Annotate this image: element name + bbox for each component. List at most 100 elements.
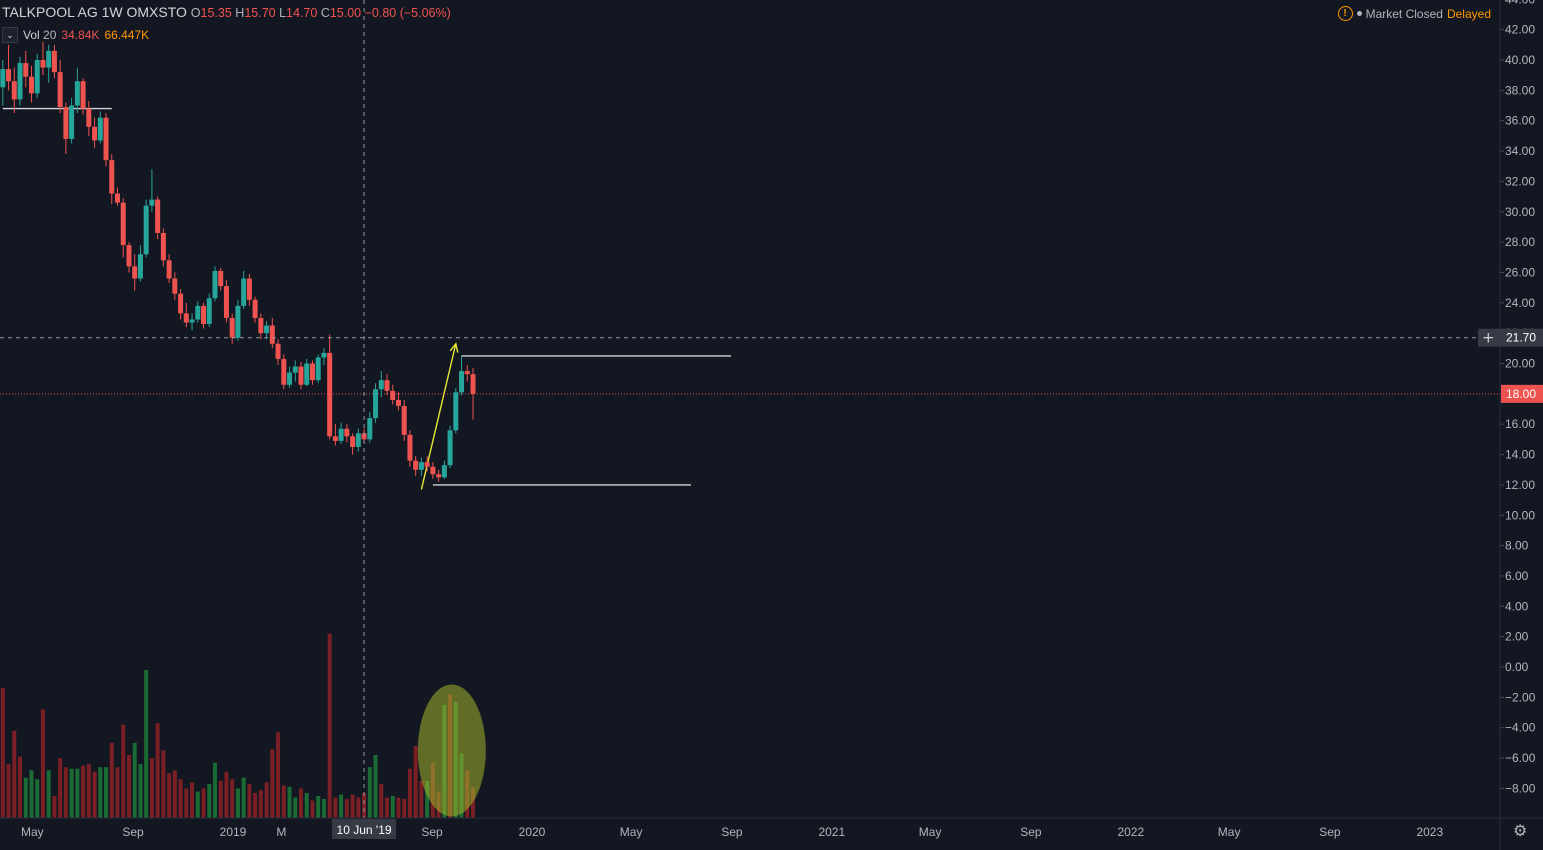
candle-body (436, 474, 442, 478)
volume-bar (144, 670, 149, 818)
candle-body (378, 380, 384, 390)
candle-body (327, 352, 333, 437)
volume-bar (35, 779, 40, 818)
price-tick-label: 30.00 (1505, 205, 1535, 219)
settings-gear-icon[interactable]: ⚙ (1513, 823, 1528, 840)
status-dot-icon (1356, 11, 1362, 16)
volume-bar (390, 795, 395, 818)
volume-bar (40, 709, 45, 818)
candle-body (459, 371, 465, 393)
volume-bar (310, 800, 315, 818)
candle-body (126, 245, 132, 267)
candle-body (132, 266, 138, 279)
ohlc-values: O15.35 H15.70 L14.70 C15.00 −0.80 (−5.06… (191, 6, 451, 20)
candle-body (367, 418, 373, 440)
delayed-badge[interactable]: Delayed (1446, 6, 1491, 21)
candle-body (275, 343, 281, 359)
candle-body (97, 117, 103, 141)
candle-body (86, 108, 92, 127)
volume-bar (58, 758, 63, 818)
candle-body (6, 69, 12, 82)
volume-bar (81, 765, 86, 818)
volume-bar (287, 786, 292, 818)
add-alert-plus-icon: + (1482, 329, 1495, 347)
volume-bar (356, 797, 361, 818)
time-axis[interactable]: May Sep 2019 M Sep 2020 May Sep 2021 May Sep 2022 Ma… (0, 817, 1543, 839)
candle-body (413, 460, 419, 470)
interval-label[interactable]: 1W (101, 4, 123, 20)
candle-body (160, 232, 166, 261)
crosshair-price-label: 21.70 (1506, 331, 1536, 345)
time-tick-label: May (1218, 825, 1241, 839)
price-tick-label: −6.00 (1505, 751, 1536, 765)
time-tick-label: 2020 (519, 825, 546, 839)
crosshair-date-label-bg (332, 819, 397, 839)
last-price-label: 18.00 (1506, 387, 1536, 401)
candle-body (395, 399, 401, 406)
volume-bar (385, 797, 390, 818)
volume-bar (241, 777, 246, 818)
volume-bar (6, 764, 11, 818)
collapse-toggle-icon[interactable]: ⌄ (2, 27, 18, 43)
volume-bar (218, 780, 223, 818)
volume-bar (407, 768, 412, 818)
drawings-layer[interactable] (0, 107, 1500, 817)
candle-body (155, 199, 161, 233)
candle-body (252, 299, 258, 318)
candle-body (149, 199, 155, 206)
candle-body (143, 205, 149, 255)
volume-bar (201, 788, 206, 818)
volume-bar (184, 788, 189, 818)
volume-bar (293, 797, 298, 818)
volume-bar (373, 755, 378, 818)
price-tick-label: −2.00 (1505, 690, 1536, 704)
price-tick-label: 8.00 (1505, 539, 1529, 553)
warning-icon[interactable]: ! (1337, 6, 1353, 21)
candles[interactable] (0, 41, 476, 482)
exchange-label: OMXSTO (126, 4, 187, 20)
volume-bar (304, 792, 309, 818)
candle-body (183, 313, 189, 323)
candle-body (109, 160, 115, 194)
candle-body (309, 363, 315, 381)
volume-bar (253, 792, 258, 818)
candle-body (166, 260, 172, 279)
volume-bar (333, 797, 338, 818)
volume-indicator-label[interactable]: Vol 20 (23, 28, 56, 42)
volume-bar (264, 782, 269, 818)
volume-bar (121, 724, 126, 818)
volume-bar (92, 771, 97, 818)
candle-body (281, 358, 287, 385)
candle-body (361, 433, 367, 440)
candle-body (195, 305, 201, 320)
candle-body (23, 63, 29, 77)
volume-bar (178, 779, 183, 818)
volume-bar (104, 767, 109, 818)
close-value: 15.00 (329, 6, 362, 20)
volume-bar (46, 770, 51, 818)
open-label: O (190, 6, 201, 20)
price-axis[interactable]: 44.00 42.00 40.00 38.00 36.00 34.00 32.00 30.00… (1478, 0, 1543, 850)
volume-bar (126, 755, 131, 818)
change-value: −0.80 (−5.06%) (364, 6, 451, 20)
candle-body (51, 50, 57, 73)
volume-bar (69, 768, 74, 818)
volume-bar (270, 748, 275, 818)
candle-body (407, 434, 413, 461)
time-tick-label: 2021 (818, 825, 845, 839)
symbol-name[interactable]: TALKPOOL AG (2, 4, 98, 20)
price-tick-label: 36.00 (1505, 114, 1535, 128)
candle-body (57, 72, 63, 108)
time-tick-label: M (276, 825, 286, 839)
candle-body (206, 298, 212, 325)
volume-label: Vol (23, 28, 40, 42)
candle-body (258, 317, 264, 334)
volume-bar (396, 797, 401, 818)
volume-bar (419, 780, 424, 818)
candle-body (17, 63, 23, 100)
price-tick-label: 14.00 (1505, 448, 1535, 462)
price-tick-label: 2.00 (1505, 630, 1529, 644)
volume-value: 34.84K (61, 28, 100, 42)
volume-bar (167, 773, 172, 818)
